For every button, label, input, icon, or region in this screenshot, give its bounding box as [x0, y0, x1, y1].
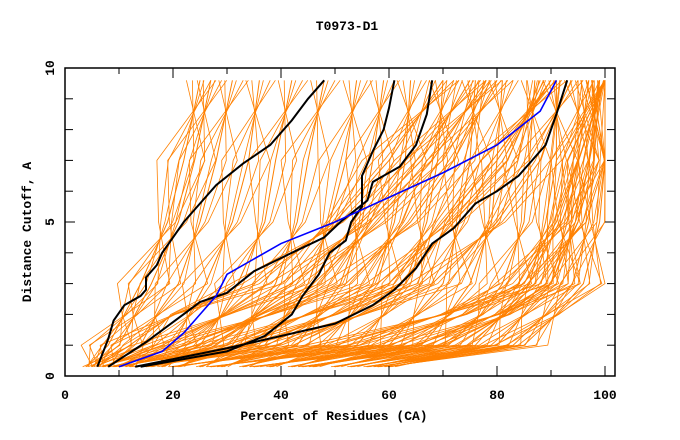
other-model-line: [112, 80, 490, 368]
other-model-line: [131, 80, 530, 368]
other-model-line: [178, 80, 325, 368]
other-model-line: [121, 80, 563, 368]
other-model-line: [134, 80, 534, 368]
other-model-line: [85, 80, 195, 368]
other-model-line: [135, 80, 276, 367]
other-model-line: [99, 80, 460, 367]
highlight-model-line: [96, 79, 325, 368]
other-model-line: [180, 80, 336, 368]
x-tick-label: 60: [381, 388, 397, 403]
other-model-line: [150, 80, 287, 368]
other-model-line: [101, 80, 463, 368]
selected-model-line: [118, 79, 558, 368]
other-model-line: [80, 80, 217, 367]
other-model-line: [97, 80, 444, 368]
other-model-line: [337, 80, 546, 368]
other-model-line: [256, 80, 606, 368]
other-model-line: [161, 80, 479, 368]
other-model-line: [209, 80, 589, 368]
other-model-line: [266, 80, 460, 368]
other-model-line: [142, 80, 562, 368]
other-model-line: [91, 80, 212, 368]
other-model-line: [298, 80, 606, 368]
highlight-model-line: [140, 80, 396, 368]
other-model-line: [151, 80, 293, 368]
other-model-line: [108, 80, 237, 368]
highlight-model-line: [135, 80, 569, 368]
other-model-line: [252, 80, 605, 368]
other-model-line: [109, 80, 484, 368]
other-model-line: [164, 80, 498, 368]
other-model-line: [88, 80, 228, 367]
other-model-line: [302, 80, 601, 368]
other-model-line: [102, 80, 471, 368]
other-model-line: [99, 80, 455, 367]
other-model-line: [104, 80, 482, 368]
other-model-line: [353, 80, 568, 368]
highlight-model-line: [107, 80, 434, 368]
other-model-line: [135, 80, 545, 368]
other-model-line: [221, 80, 385, 368]
other-model-line: [108, 80, 487, 368]
other-model-line: [144, 80, 561, 368]
y-tick-label: 10: [43, 60, 58, 76]
other-model-line: [302, 80, 604, 368]
other-model-line: [308, 80, 606, 368]
other-model-line: [217, 80, 395, 368]
other-model-line: [110, 80, 249, 367]
other-model-line: [357, 80, 573, 368]
other-model-line: [195, 80, 368, 368]
other-model-line: [113, 80, 498, 368]
y-axis-label: Distance Cutoff, A: [20, 162, 35, 303]
other-model-line: [141, 80, 557, 368]
other-model-line: [389, 80, 606, 368]
x-tick-label: 100: [593, 388, 617, 403]
other-model-line: [287, 80, 492, 368]
other-model-line: [272, 80, 455, 368]
other-model-line: [88, 80, 212, 367]
other-model-line: [216, 80, 606, 368]
y-tick-label: 0: [43, 372, 58, 380]
other-model-line: [175, 80, 606, 368]
other-model-line: [227, 80, 400, 368]
other-model-line: [210, 80, 590, 368]
other-model-line: [174, 80, 330, 368]
other-model-line: [86, 80, 201, 368]
x-axis-label: Percent of Residues (CA): [240, 409, 427, 424]
other-model-line: [333, 80, 540, 368]
other-model-line: [388, 80, 606, 368]
other-model-line: [301, 80, 600, 368]
other-model-line: [148, 80, 579, 368]
chart-title: T0973-D1: [316, 19, 379, 34]
other-model-line: [82, 80, 206, 368]
other-model-line: [145, 80, 568, 368]
selected-model-line: [118, 79, 558, 368]
other-model-line: [212, 80, 600, 368]
x-tick-label: 20: [165, 388, 181, 403]
other-model-line: [97, 80, 448, 368]
other-model-line: [269, 80, 449, 368]
other-model-line: [162, 80, 487, 368]
y-tick-label: 5: [43, 218, 58, 226]
other-model-line: [125, 80, 568, 368]
highlight-model-lines: [96, 79, 569, 368]
other-model-line: [220, 80, 384, 368]
other-model-line: [260, 80, 606, 368]
x-tick-label: 0: [61, 388, 69, 403]
axis-ticks: [65, 68, 615, 376]
x-tick-label: 40: [273, 388, 289, 403]
other-model-lines: [80, 80, 606, 368]
other-model-line: [162, 80, 491, 368]
other-model-line: [110, 80, 244, 367]
other-model-line: [104, 80, 238, 368]
other-model-line: [304, 80, 606, 368]
other-model-line: [115, 80, 509, 368]
other-model-line: [254, 80, 604, 368]
other-model-line: [249, 80, 427, 368]
other-model-line: [113, 80, 502, 368]
other-model-line: [184, 80, 341, 368]
x-tick-label: 80: [489, 388, 505, 403]
